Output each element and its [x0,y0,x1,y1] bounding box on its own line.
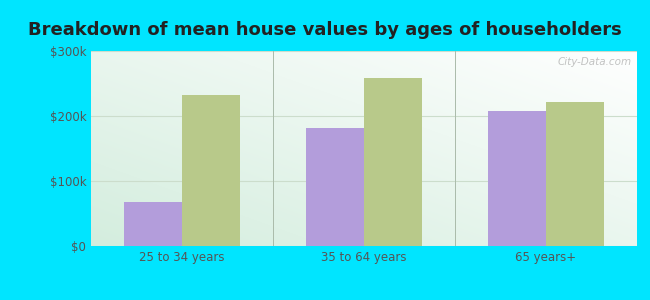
Bar [124,202,182,246]
Bar [182,95,240,246]
Text: Breakdown of mean house values by ages of householders: Breakdown of mean house values by ages o… [28,21,622,39]
Bar [306,128,364,246]
Bar [488,111,546,246]
Bar [546,102,604,246]
Text: City-Data.com: City-Data.com [558,57,632,67]
Bar [364,78,423,246]
